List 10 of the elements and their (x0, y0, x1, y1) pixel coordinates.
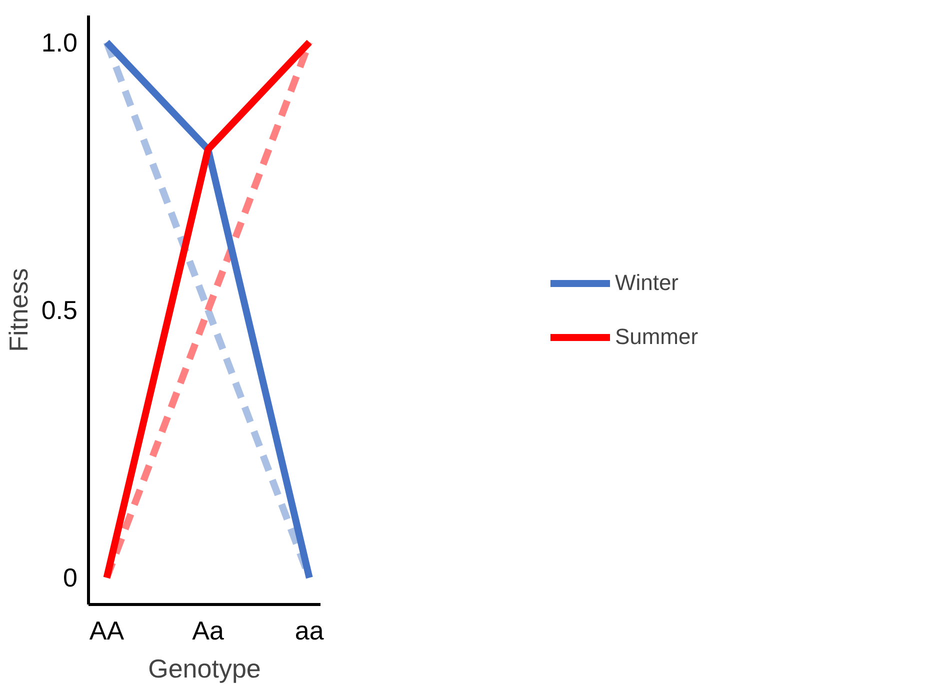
y-tick-label: 1.0 (41, 27, 78, 58)
x-tick-label: AA (89, 616, 125, 646)
legend-label: Winter (614, 270, 678, 296)
x-axis-title: Genotype (148, 654, 261, 684)
legend-label: Summer (614, 324, 698, 350)
y-axis-title: Fitness (3, 268, 34, 352)
x-tick-label: Aa (192, 616, 224, 646)
y-tick-label: 0.5 (41, 295, 78, 325)
y-tick-label: 0 (63, 562, 78, 593)
x-tick-label: aa (294, 616, 324, 646)
